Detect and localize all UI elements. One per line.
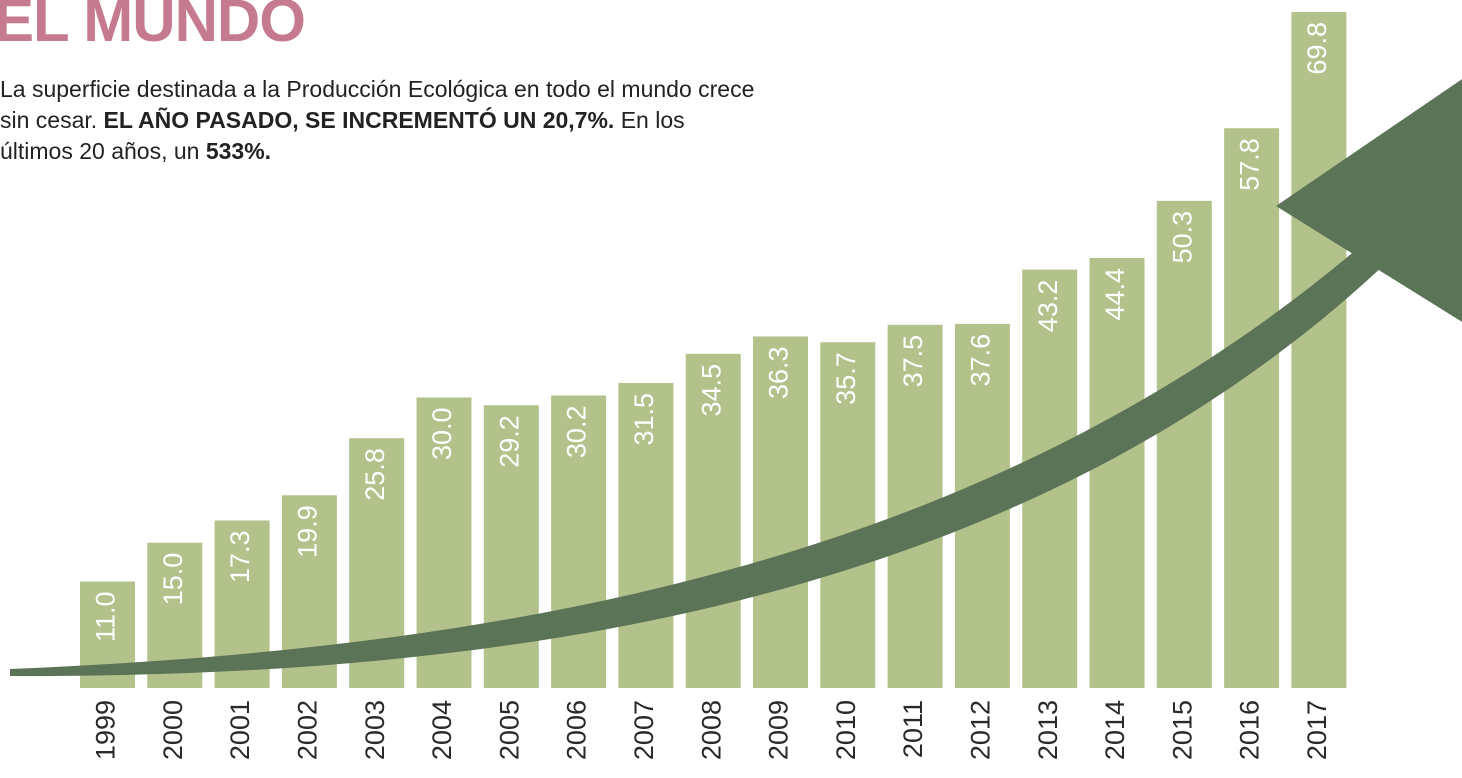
x-tick-label: 2008	[696, 700, 726, 760]
value-label: 35.7	[831, 352, 861, 405]
x-tick-label: 2006	[562, 700, 592, 760]
bar	[1090, 258, 1145, 688]
value-label: 43.2	[1033, 280, 1063, 333]
bar	[1224, 128, 1279, 688]
x-tick-label: 2003	[360, 700, 390, 760]
value-label: 30.2	[562, 406, 592, 459]
x-tick-label: 2013	[1033, 700, 1063, 760]
title: EL MUNDO	[0, 0, 305, 55]
subtitle-bold: EL AÑO PASADO, SE INCREMENTÓ UN 20,7%.	[104, 107, 615, 133]
value-label: 29.2	[494, 415, 524, 468]
value-label: 15.0	[158, 553, 188, 606]
x-tick-label: 2017	[1302, 700, 1332, 760]
x-tick-label: 2007	[629, 700, 659, 760]
x-tick-label: 2016	[1235, 700, 1265, 760]
value-label: 25.8	[360, 448, 390, 501]
x-tick-label: 1999	[91, 700, 121, 760]
x-tick-label: 2011	[898, 700, 928, 758]
x-tick-label: 2014	[1100, 700, 1130, 760]
x-tick-label: 2002	[293, 700, 323, 760]
x-tick-label: 2000	[158, 700, 188, 760]
value-label: 37.5	[898, 335, 928, 388]
value-label: 57.8	[1235, 138, 1265, 191]
value-label: 19.9	[293, 505, 323, 558]
x-tick-label: 2001	[225, 700, 255, 760]
x-tick-label: 2015	[1167, 700, 1197, 760]
value-label: 34.5	[696, 364, 726, 417]
subtitle: La superficie destinada a la Producción …	[0, 74, 760, 167]
page: {"chart_data": {"type": "bar", "title": …	[0, 0, 1462, 778]
value-label: 30.0	[427, 407, 457, 460]
value-label: 11.0	[91, 591, 121, 642]
subtitle-bold: 533%.	[206, 138, 271, 164]
bar	[1157, 201, 1212, 688]
value-label: 44.4	[1100, 268, 1130, 321]
value-label: 37.6	[966, 334, 996, 387]
bar	[1291, 12, 1346, 688]
value-label: 36.3	[764, 346, 794, 399]
x-tick-label: 2005	[494, 700, 524, 760]
value-label: 50.3	[1167, 211, 1197, 264]
x-tick-label: 2009	[764, 700, 794, 760]
x-tick-label: 2010	[831, 700, 861, 760]
value-label: 17.3	[225, 530, 255, 583]
value-label: 69.8	[1302, 22, 1332, 75]
value-label: 31.5	[629, 393, 659, 446]
x-tick-label: 2012	[966, 700, 996, 760]
x-tick-label: 2004	[427, 700, 457, 760]
